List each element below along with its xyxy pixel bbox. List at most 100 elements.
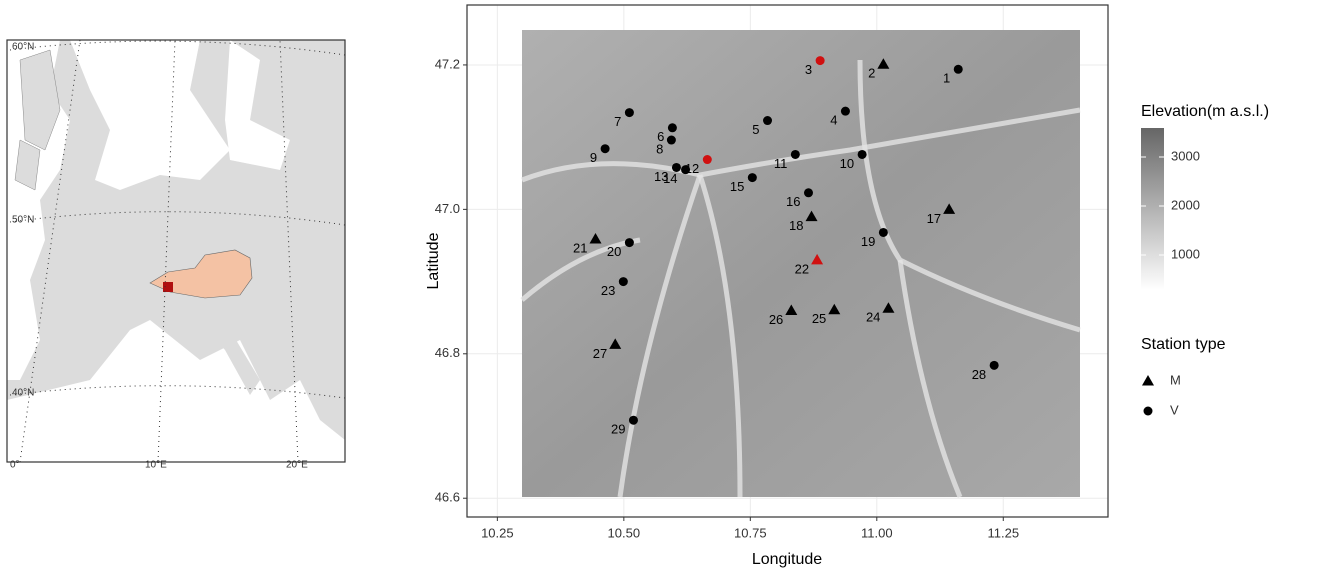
point-circle: [624, 238, 634, 248]
y-tick-label: 46.6: [435, 490, 460, 505]
point-label: 22: [795, 261, 809, 276]
point-label: 13: [654, 169, 668, 184]
point-circle: [666, 135, 676, 145]
map-frame: [6, 39, 346, 463]
x-tick-label: 10.25: [481, 525, 514, 540]
islands: [14, 49, 61, 191]
point-circle: [667, 123, 677, 133]
point-circle: [989, 360, 999, 370]
x-tick-label: 10.75: [734, 525, 767, 540]
x-tick-label: 11.25: [987, 525, 1019, 540]
scatter-panel: 10.25 10.50 10.75 11.00 11.25 46.6 46.8 47.0 47.…: [435, 4, 1200, 540]
point-circle: [763, 116, 773, 126]
point-triangle: [1142, 375, 1154, 386]
point-circle: [628, 415, 638, 425]
austria: [149, 249, 253, 299]
valley: [857, 59, 1081, 333]
point-label: 9: [590, 150, 597, 165]
sea: [225, 40, 290, 170]
point-label: 29: [611, 422, 625, 437]
lon-label: 0°: [10, 460, 20, 471]
valley: [897, 259, 963, 498]
point-label: 19: [861, 234, 875, 249]
italy: [190, 290, 260, 395]
point-label: 7: [614, 114, 621, 129]
lat-label: 40°N: [12, 388, 34, 399]
point-circle: [953, 64, 963, 74]
legend-label: M: [1170, 372, 1181, 387]
point-label: 16: [786, 194, 800, 209]
lat-label: 50°N: [12, 215, 34, 226]
point-label: 8: [656, 141, 663, 156]
point-triangle: [609, 338, 622, 349]
point-label: 5: [752, 122, 759, 137]
point-label: 6: [657, 129, 664, 144]
x-axis-title: Longitude: [752, 551, 822, 568]
colorbar: [1141, 128, 1164, 290]
point-label: 3: [805, 62, 812, 77]
point-label: 17: [927, 211, 941, 226]
inset-map: 60°N 50°N 40°N 0° 10°E 20°E: [6, 39, 346, 471]
colorbar-title: Elevation(m a.s.l.): [1141, 103, 1269, 120]
point-circle: [624, 108, 634, 118]
point-circle: [681, 165, 691, 175]
point-circle: [618, 277, 628, 287]
point-label: 28: [972, 367, 986, 382]
point-label: 4: [830, 113, 837, 128]
point-triangle: [589, 232, 602, 244]
valley: [697, 174, 743, 498]
point-circle: [878, 227, 888, 237]
study-area: [163, 282, 173, 292]
point-triangle: [828, 303, 841, 315]
point-circle: [790, 149, 800, 159]
valley: [617, 174, 703, 498]
x-tick-label: 10.50: [608, 525, 641, 540]
point-label: 27: [593, 346, 607, 361]
sea: [70, 40, 230, 190]
point-circle: [815, 56, 825, 66]
point-label: 26: [769, 312, 783, 327]
point-label: 24: [866, 310, 880, 325]
point-circle: [840, 106, 850, 116]
legend-title: Station type: [1141, 336, 1226, 353]
point-circle: [702, 155, 712, 165]
point-label: 20: [607, 244, 621, 259]
point-triangle: [882, 302, 895, 313]
point-circle: [857, 149, 867, 159]
point-triangle: [943, 203, 956, 214]
point-triangle: [785, 304, 798, 315]
point-label: 21: [573, 240, 587, 255]
colorbar-label: 1000: [1171, 246, 1200, 261]
elevation-raster: [522, 30, 1080, 497]
lat-label: 60°N: [12, 42, 34, 53]
y-tick-label: 46.8: [435, 345, 460, 360]
point-circle: [747, 173, 757, 183]
point-label: 14: [663, 171, 677, 186]
point-triangle: [811, 253, 824, 265]
point-label: 2: [868, 66, 875, 81]
y-tick-label: 47.0: [435, 201, 460, 216]
point-circle: [1143, 406, 1153, 416]
panel-frame: [466, 4, 1109, 518]
sea: [7, 320, 345, 462]
point-label: 10: [840, 156, 854, 171]
point-circle: [803, 188, 813, 198]
point-triangle: [805, 210, 818, 222]
y-tick-label: 47.2: [435, 56, 460, 71]
lon-label: 20°E: [286, 460, 308, 471]
y-axis-title: Latitude: [425, 232, 442, 289]
x-tick-label: 11.00: [861, 525, 893, 540]
point-label: 1: [943, 71, 950, 86]
point-label: 11: [774, 156, 788, 171]
point-label: 15: [730, 179, 744, 194]
lon-label: 10°E: [145, 460, 167, 471]
point-triangle: [877, 58, 890, 69]
point-circle: [671, 162, 681, 172]
point-label: 18: [789, 218, 803, 233]
colorbar-label: 3000: [1171, 148, 1200, 163]
colorbar-label: 2000: [1171, 197, 1200, 212]
point-circle: [600, 144, 610, 154]
point-label: 23: [601, 283, 615, 298]
point-label: 25: [812, 311, 826, 326]
